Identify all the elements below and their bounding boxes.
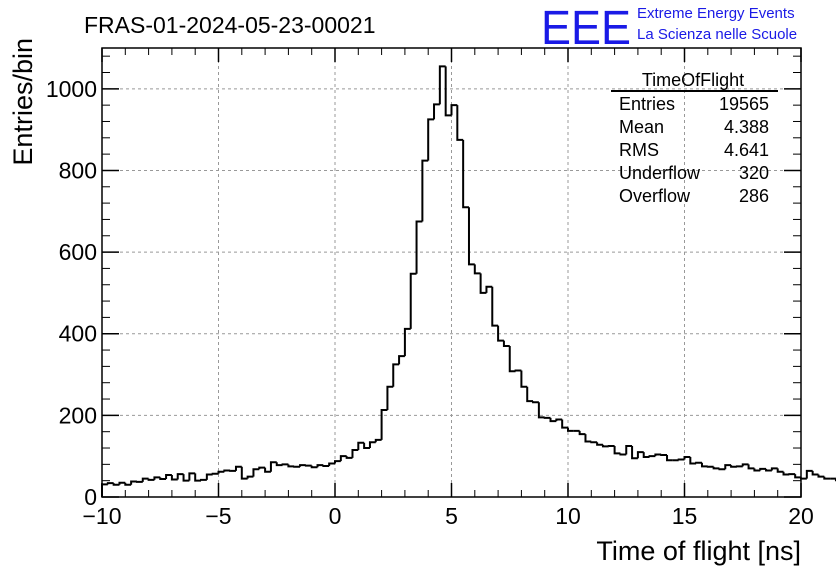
stats-label-rms: RMS [619, 140, 659, 160]
histogram-bin [679, 459, 685, 460]
y-axis-label: Entries/bin [8, 38, 38, 166]
stats-value-underflow: 320 [739, 163, 769, 183]
x-tick-label: 5 [445, 503, 458, 529]
stats-label-entries: Entries [619, 94, 675, 114]
histogram-bin [650, 456, 656, 457]
stats-value-mean: 4.388 [724, 117, 769, 137]
stats-label-underflow: Underflow [619, 163, 701, 183]
stats-value-rms: 4.641 [724, 140, 769, 160]
x-tick-label: 20 [788, 503, 814, 529]
x-axis-label: Time of flight [ns] [596, 536, 801, 566]
y-tick-label: 1000 [46, 76, 97, 102]
x-tick-label: 15 [672, 503, 698, 529]
y-tick-label: 400 [59, 321, 97, 347]
y-tick-label: 200 [59, 402, 97, 428]
y-tick-label: 0 [84, 484, 97, 510]
histogram-bin [213, 474, 219, 475]
histogram-bin [591, 441, 597, 442]
stats-label-overflow: Overflow [619, 186, 691, 206]
x-tick-label: −5 [205, 503, 231, 529]
stats-box-title: TimeOfFlight [642, 70, 744, 90]
stats-value-entries: 19565 [719, 94, 769, 114]
y-tick-label: 800 [59, 157, 97, 183]
x-tick-label: 0 [329, 503, 342, 529]
logo-mark: EEE [541, 2, 631, 55]
logo-line-1: Extreme Energy Events [637, 5, 795, 22]
x-tick-label: 10 [555, 503, 581, 529]
histogram-bin [201, 480, 207, 481]
logo-line-2: La Scienza nelle Scuole [637, 26, 797, 43]
stats-value-overflow: 286 [739, 186, 769, 206]
y-tick-label: 600 [59, 239, 97, 265]
chart-title: FRAS-01-2024-05-23-00021 [84, 12, 376, 38]
stats-label-mean: Mean [619, 117, 664, 137]
